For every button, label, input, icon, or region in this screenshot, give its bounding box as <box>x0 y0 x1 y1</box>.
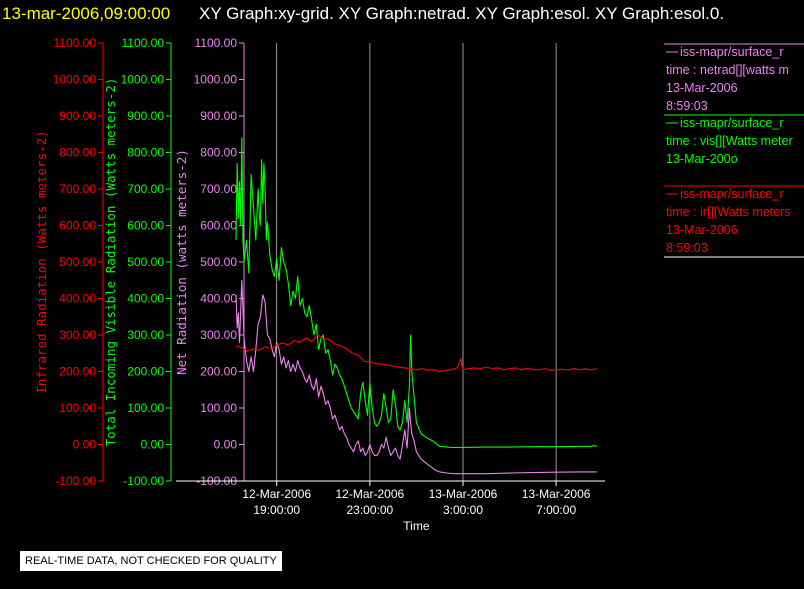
y-tick-label: 1100.00 <box>122 36 165 50</box>
legend-text: 8:59:03 <box>666 99 708 113</box>
y-tick-label: 700.00 <box>200 182 237 196</box>
y-tick-label: 600.00 <box>59 219 96 233</box>
x-tick-label: 7:00:00 <box>536 503 576 517</box>
y-tick-label: 900.00 <box>127 109 164 123</box>
y-axis-title: Net Radiation (watts meters-2) <box>174 149 189 375</box>
y-tick-label: 200.00 <box>200 365 237 379</box>
legend-text: time : ir[][Watts meters <box>666 205 791 219</box>
y-tick-label: 1100.00 <box>195 36 238 50</box>
x-tick-label: 13-Mar-2006 <box>522 487 591 501</box>
y-tick-label: 0.00 <box>141 438 165 452</box>
legend-text: 13-Mar-2006 <box>666 223 738 237</box>
y-tick-label: 200.00 <box>59 365 96 379</box>
y-tick-label: 200.00 <box>127 365 164 379</box>
y-tick-label: 600.00 <box>127 219 164 233</box>
y-tick-label: 500.00 <box>200 255 237 269</box>
series-line <box>235 137 598 448</box>
y-tick-label: 600.00 <box>200 219 237 233</box>
legend-text: 13-Mar-200o <box>666 152 738 166</box>
y-tick-label: 100.00 <box>127 401 164 415</box>
y-tick-label: 300.00 <box>127 328 164 342</box>
y-tick-label: -100.00 <box>55 474 96 488</box>
y-tick-label: 700.00 <box>59 182 96 196</box>
y-tick-label: 500.00 <box>127 255 164 269</box>
y-tick-label: 500.00 <box>59 255 96 269</box>
y-axis-title: Infrared Radiation (Watts meters-2) <box>34 130 49 393</box>
y-tick-label: 300.00 <box>59 328 96 342</box>
y-tick-label: 900.00 <box>59 109 96 123</box>
y-tick-label: 800.00 <box>59 146 96 160</box>
quality-disclaimer: REAL-TIME DATA, NOT CHECKED FOR QUALITY <box>20 551 282 571</box>
data-series <box>235 137 598 475</box>
y-tick-label: 400.00 <box>200 292 237 306</box>
y-axis-title: Total Incoming Visible Radiation (Watts … <box>103 78 118 447</box>
y-axis: 1100.00 1000.00 900.00 800.00 700.00 600.00 50… <box>34 36 104 488</box>
legend-text: time : vis[][Watts meter <box>666 134 793 148</box>
legend-text: 13-Mar-2006 <box>666 81 738 95</box>
x-tick-label: 3:00:00 <box>443 503 483 517</box>
header-graph-list: XY Graph:xy-grid. XY Graph:netrad. XY Gr… <box>199 4 724 23</box>
x-axis-title: Time <box>403 519 430 533</box>
x-axis: 12-Mar-2006 19:00:00 12-Mar-2006 23:00:00 13… <box>176 480 605 533</box>
x-tick-label: 19:00:00 <box>253 503 300 517</box>
y-tick-label: 0.00 <box>73 438 97 452</box>
y-axis: 1100.00 1000.00 900.00 800.00 700.00 600.00 50… <box>174 36 245 488</box>
y-tick-label: 800.00 <box>127 146 164 160</box>
y-tick-label: 0.00 <box>214 438 238 452</box>
series-line <box>235 279 597 475</box>
series-line <box>235 334 598 373</box>
y-tick-label: -100.00 <box>123 474 164 488</box>
x-tick-label: 23:00:00 <box>347 503 394 517</box>
legend-text: time : netrad[][watts m <box>666 63 789 77</box>
y-axis: 1100.00 1000.00 900.00 800.00 700.00 600.00 50… <box>103 36 172 488</box>
y-tick-label: 900.00 <box>200 109 237 123</box>
legend-text: 8:59:03 <box>666 241 708 255</box>
y-tick-label: 400.00 <box>59 292 96 306</box>
x-tick-label: 13-Mar-2006 <box>429 487 498 501</box>
y-tick-label: 800.00 <box>200 146 237 160</box>
y-tick-label: 400.00 <box>127 292 164 306</box>
y-tick-label: 1000.00 <box>121 73 165 87</box>
x-tick-label: 12-Mar-2006 <box>336 487 405 501</box>
legend-text: iss-mapr/surface_r <box>680 45 784 59</box>
plot-grid <box>276 43 557 481</box>
y-axes: 1100.00 1000.00 900.00 800.00 700.00 600.00 50… <box>34 36 245 488</box>
y-tick-label: 300.00 <box>200 328 237 342</box>
y-tick-label: 100.00 <box>200 401 237 415</box>
legend-text: iss-mapr/surface_r <box>680 187 784 201</box>
legend-text: iss-mapr/surface_r <box>680 116 784 130</box>
y-tick-label: 1100.00 <box>54 36 97 50</box>
y-tick-label: 1000.00 <box>194 73 238 87</box>
y-tick-label: 700.00 <box>127 182 164 196</box>
y-tick-label: 100.00 <box>59 401 96 415</box>
x-tick-label: 12-Mar-2006 <box>242 487 311 501</box>
header-datetime: 13-mar-2006,09:00:00 <box>2 4 170 23</box>
y-tick-label: 1000.00 <box>53 73 97 87</box>
